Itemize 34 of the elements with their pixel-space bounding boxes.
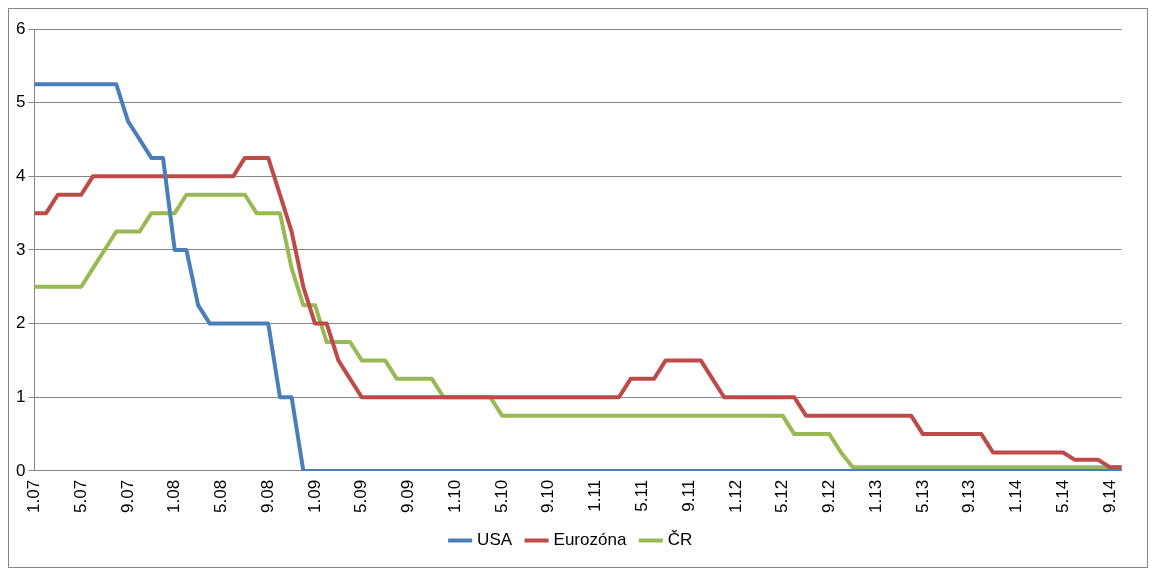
x-tick-label: 5.12 <box>772 479 792 514</box>
x-tick-label: 1.10 <box>444 479 464 514</box>
y-tick-label: 4 <box>15 165 26 185</box>
x-tick-label: 9.08 <box>257 479 277 514</box>
y-tick-label: 0 <box>15 460 26 480</box>
legend-label: ČR <box>667 530 693 550</box>
legend-label: USA <box>477 530 513 550</box>
x-tick-label: 1.12 <box>725 479 745 514</box>
x-tick-label: 9.09 <box>398 479 418 514</box>
x-tick-label: 5.11 <box>632 479 652 512</box>
x-tick-label: 9.07 <box>117 479 137 514</box>
y-tick-label: 6 <box>15 18 26 38</box>
x-tick-label: 9.11 <box>678 479 698 512</box>
x-tick-label: 9.12 <box>819 479 839 514</box>
x-tick-label: 1.13 <box>865 479 885 514</box>
x-tick-label: 5.08 <box>211 479 231 514</box>
x-tick-label: 5.09 <box>351 479 371 514</box>
y-tick-label: 5 <box>15 92 26 112</box>
x-tick-label: 5.14 <box>1052 479 1072 514</box>
x-tick-label: 1.09 <box>304 479 324 514</box>
y-tick-label: 1 <box>15 386 26 406</box>
x-tick-label: 5.10 <box>491 479 511 514</box>
legend-label: Eurozóna <box>553 530 627 550</box>
y-tick-label: 3 <box>15 239 26 259</box>
x-tick-label: 1.07 <box>24 479 44 514</box>
x-tick-label: 1.14 <box>1006 479 1026 514</box>
x-tick-label: 9.10 <box>538 479 558 514</box>
x-tick-label: 5.13 <box>912 479 932 514</box>
x-tick-label: 1.11 <box>585 479 605 512</box>
x-tick-label: 5.07 <box>70 479 90 514</box>
x-tick-label: 1.08 <box>164 479 184 514</box>
y-tick-label: 2 <box>15 313 26 333</box>
x-tick-label: 9.14 <box>1099 479 1119 514</box>
x-tick-label: 9.13 <box>959 479 979 514</box>
